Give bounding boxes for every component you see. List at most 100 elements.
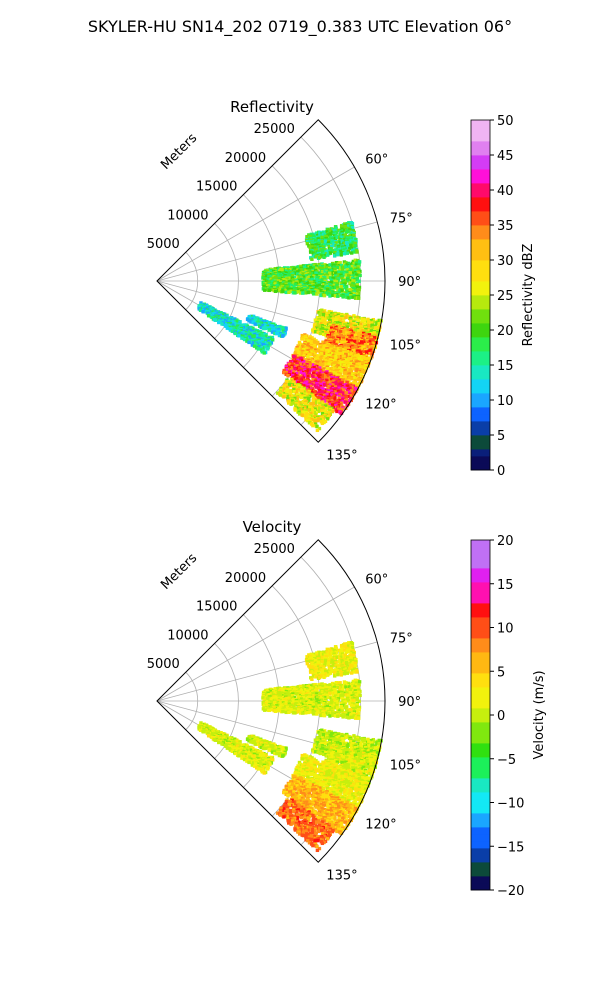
echo-cell [334, 392, 339, 396]
echo-cell [335, 265, 340, 270]
echo-cell [362, 318, 367, 323]
echo-cell [325, 328, 329, 332]
echo-cell [328, 349, 332, 353]
echo-cell [349, 236, 353, 240]
echo-cell [280, 272, 284, 277]
echo-cell [352, 262, 356, 266]
echo-cell [344, 391, 348, 395]
echo-cell [318, 651, 322, 655]
colorbar-swatch [471, 316, 490, 324]
echo-cell [352, 391, 356, 396]
echo-cell [326, 243, 331, 247]
echo-cell [330, 278, 334, 283]
echo-cell [306, 699, 311, 703]
echo-cell [318, 695, 322, 699]
echo-cell [356, 358, 360, 362]
echo-cell [339, 263, 344, 268]
echo-cell [315, 278, 319, 282]
echo-cell [371, 317, 376, 322]
echo-cell [353, 346, 357, 351]
echo-cell [321, 351, 326, 355]
echo-cell [340, 376, 345, 380]
echo-cell [334, 361, 338, 365]
echo-cell [328, 232, 333, 236]
azimuth-tick-label: 135° [326, 868, 357, 883]
echo-cell [356, 383, 361, 387]
echo-cell [333, 330, 338, 334]
echo-cell [302, 268, 306, 272]
echo-cell [292, 365, 296, 369]
echo-cell [330, 396, 335, 400]
echo-cell [334, 327, 339, 331]
echo-cell [370, 352, 374, 356]
echo-cell [326, 233, 330, 237]
echo-cell [295, 685, 299, 690]
echo-cell [309, 348, 313, 352]
echo-cell [334, 650, 338, 654]
echo-cell [351, 388, 356, 392]
echo-cell [355, 258, 360, 263]
echo-cell [313, 658, 318, 663]
echo-cell [364, 350, 368, 354]
echo-cell [356, 318, 361, 322]
echo-cell [349, 703, 354, 707]
colorbar-swatch [471, 232, 490, 240]
colorbar-swatch [471, 204, 490, 212]
echo-cell [345, 376, 349, 380]
echo-cell [377, 322, 381, 326]
echo-cell [285, 385, 290, 390]
echo-cell [323, 395, 327, 400]
echo-cell [304, 269, 308, 273]
echo-cell [279, 286, 283, 290]
echo-cell [359, 372, 363, 377]
echo-cell [308, 245, 312, 249]
echo-cell [345, 696, 350, 701]
echo-cell [336, 672, 340, 677]
echo-cell [268, 342, 272, 346]
echo-cell [337, 332, 342, 337]
echo-cell [334, 312, 338, 317]
echo-cell [332, 364, 336, 368]
echo-cell [313, 318, 318, 322]
echo-cell [354, 376, 359, 381]
echo-cell [363, 369, 367, 374]
echo-cell [307, 368, 312, 372]
echo-cell [250, 343, 255, 347]
echo-cell [307, 415, 312, 419]
echo-cell [270, 694, 274, 698]
echo-cell [342, 365, 346, 369]
echo-cell [350, 664, 354, 668]
echo-cell [323, 380, 328, 385]
echo-cell [306, 347, 311, 351]
echo-cell [352, 704, 356, 708]
echo-cell [314, 254, 319, 259]
echo-cell [357, 705, 362, 710]
colorbar-swatch [471, 309, 490, 317]
echo-cell [237, 334, 241, 338]
echo-cell [352, 653, 356, 657]
echo-cell [340, 671, 344, 675]
echo-cell [366, 356, 371, 360]
echo-cell [318, 286, 322, 290]
echo-cell [343, 642, 347, 646]
echo-cell [325, 366, 330, 371]
echo-cell [348, 393, 352, 398]
echo-cell [321, 349, 325, 353]
colorbar-swatch [471, 372, 490, 380]
echo-cell [288, 267, 292, 272]
echo-cell [355, 278, 359, 282]
echo-cell [320, 651, 324, 656]
echo-cell [359, 322, 363, 327]
echo-cell [260, 350, 265, 354]
echo-cell [320, 655, 324, 660]
echo-cell [343, 373, 347, 377]
echo-cell [346, 649, 351, 654]
echo-cell [294, 374, 298, 378]
echo-cell [298, 291, 303, 295]
echo-cell [304, 392, 308, 397]
echo-cell [340, 695, 345, 699]
echo-cell [296, 388, 301, 392]
echo-cell [354, 681, 359, 685]
echo-cell [312, 415, 317, 419]
echo-cell [267, 328, 271, 332]
